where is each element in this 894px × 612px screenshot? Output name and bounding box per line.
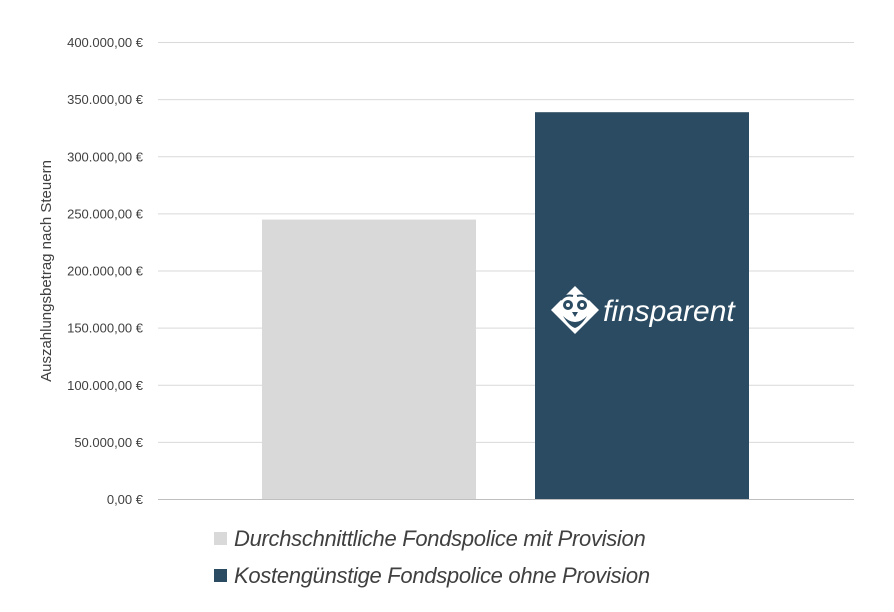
y-tick-label: 300.000,00 €: [67, 149, 144, 164]
legend-label: Kostengünstige Fondspolice ohne Provisio…: [234, 562, 650, 588]
y-tick-labels: 0,00 € 50.000,00 € 100.000,00 € 150.000,00 …: [67, 35, 144, 507]
legend-label: Durchschnittliche Fondspolice mit Provis…: [234, 525, 646, 551]
y-tick-label: 0,00 €: [107, 492, 144, 507]
bars: [262, 112, 749, 500]
legend: Durchschnittliche Fondspolice mit Provis…: [214, 520, 650, 594]
y-axis-title: Auszahlungsbetrag nach Steuern: [38, 160, 55, 382]
y-tick-label: 400.000,00 €: [67, 35, 144, 50]
owl-diamond-icon: [551, 286, 599, 334]
y-tick-label: 350.000,00 €: [67, 92, 144, 107]
legend-swatch-navy: [214, 569, 227, 582]
legend-item-with-provision: Durchschnittliche Fondspolice mit Provis…: [214, 520, 650, 557]
bar-1: [262, 219, 476, 500]
legend-item-without-provision: Kostengünstige Fondspolice ohne Provisio…: [214, 557, 650, 594]
y-tick-label: 50.000,00 €: [74, 435, 143, 450]
y-tick-label: 150.000,00 €: [67, 321, 144, 336]
finsparent-logo: finsparent: [551, 286, 736, 334]
y-tick-label: 250.000,00 €: [67, 206, 144, 221]
legend-swatch-gray: [214, 532, 227, 545]
logo-text: finsparent: [603, 295, 736, 328]
y-tick-label: 200.000,00 €: [67, 264, 144, 279]
y-tick-label: 100.000,00 €: [67, 378, 144, 393]
